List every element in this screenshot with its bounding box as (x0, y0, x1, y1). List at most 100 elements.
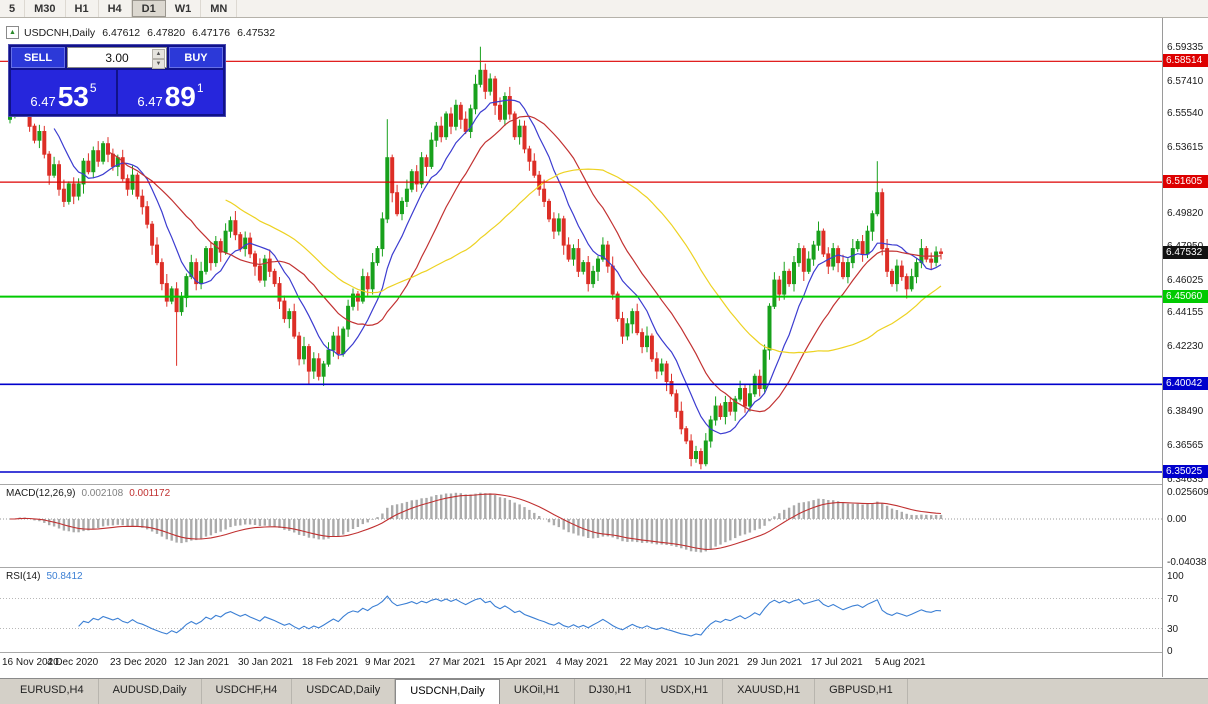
candle (522, 120, 527, 154)
candle (96, 141, 101, 167)
tab-usdchf-h4[interactable]: USDCHF,H4 (202, 679, 293, 704)
candle (792, 256, 796, 292)
date-label: 27 Mar 2021 (429, 657, 486, 668)
timeframe-h4[interactable]: H4 (99, 0, 132, 17)
sell-price-display[interactable]: 6.47 53 5 (11, 70, 116, 114)
candle (796, 243, 801, 267)
candle (694, 445, 698, 463)
candle (747, 384, 752, 412)
candle (654, 352, 659, 379)
timeframe-h1[interactable]: H1 (66, 0, 99, 17)
candle (355, 291, 360, 311)
level-price-flag[interactable]: 6.45060 (1163, 290, 1208, 303)
candle (306, 343, 311, 385)
spin-up-icon[interactable]: ▲ (152, 49, 165, 59)
candle (924, 246, 929, 263)
candle (909, 268, 914, 292)
candle (502, 92, 507, 126)
date-label: 29 Jun 2021 (747, 657, 803, 668)
candle (404, 179, 409, 207)
candle (140, 189, 145, 215)
candle (703, 433, 708, 467)
candle (57, 160, 61, 196)
tab-audusd-daily[interactable]: AUDUSD,Daily (99, 679, 202, 704)
candle (870, 210, 875, 241)
sell-price-big: 53 (57, 81, 89, 113)
tab-usdcnh-daily[interactable]: USDCNH,Daily (395, 679, 500, 704)
buy-price-sup: 1 (196, 81, 204, 95)
tab-usdcad-daily[interactable]: USDCAD,Daily (292, 679, 396, 704)
level-price-flag[interactable]: 6.35025 (1163, 465, 1208, 478)
timeframe-5[interactable]: 5 (0, 0, 26, 17)
ma-line-45 (225, 168, 942, 354)
candle (576, 239, 581, 277)
spin-down-icon[interactable]: ▼ (152, 59, 165, 69)
date-label: 4 Dec 2020 (47, 657, 99, 668)
tab-xauusd-h1[interactable]: XAUUSD,H1 (723, 679, 816, 704)
tab-eurusd-h4[interactable]: EURUSD,H4 (6, 679, 99, 704)
price-grid-label: 6.38490 (1167, 406, 1204, 417)
candle (52, 156, 57, 178)
panel-divider[interactable] (0, 567, 1208, 568)
candle (826, 247, 831, 274)
candle (478, 46, 483, 88)
candle (155, 237, 159, 266)
candle (591, 265, 596, 288)
candle (434, 122, 439, 147)
date-label: 23 Dec 2020 (110, 657, 167, 668)
candle (272, 268, 277, 287)
candle (429, 132, 434, 170)
candle (664, 360, 669, 392)
candle (635, 303, 640, 336)
candle (223, 223, 228, 255)
candle (836, 245, 841, 273)
candle (32, 123, 37, 144)
candle (360, 268, 365, 304)
candle (645, 326, 649, 353)
candle (640, 328, 645, 354)
candle (439, 116, 444, 143)
candle (257, 258, 262, 283)
date-label: 18 Feb 2021 (302, 657, 359, 668)
candle (66, 181, 71, 205)
level-price-flag[interactable]: 6.58514 (1163, 54, 1208, 67)
price-grid-label: 6.53615 (1167, 142, 1204, 153)
candle (743, 384, 747, 413)
tab-ukoil-h1[interactable]: UKOil,H1 (500, 679, 575, 704)
rsi-name: RSI(14) (6, 571, 41, 582)
panel-divider[interactable] (0, 484, 1208, 485)
candle (659, 358, 664, 376)
timeframe-w1[interactable]: W1 (166, 0, 202, 17)
candle (586, 256, 591, 292)
candle (488, 73, 493, 96)
candle (262, 254, 267, 287)
tab-gbpusd-h1[interactable]: GBPUSD,H1 (815, 679, 908, 704)
tab-usdx-h1[interactable]: USDX,H1 (646, 679, 724, 704)
candle (390, 154, 395, 203)
price-grid-label: 6.34635 (1167, 474, 1204, 485)
buy-price-display[interactable]: 6.47 89 1 (118, 70, 223, 114)
sell-button[interactable]: SELL (11, 47, 65, 68)
level-price-flag[interactable]: 6.51605 (1163, 175, 1208, 188)
buy-button[interactable]: BUY (169, 47, 223, 68)
candle (385, 119, 390, 224)
candle (890, 268, 894, 287)
candle (248, 232, 253, 259)
rsi-label: RSI(14) 50.8412 (6, 571, 83, 582)
tab-dj30-h1[interactable]: DJ30,H1 (575, 679, 647, 704)
candle (571, 244, 576, 266)
date-label: 12 Jan 2021 (174, 657, 230, 668)
candle (630, 308, 635, 334)
candle (106, 137, 110, 163)
timeframe-d1[interactable]: D1 (131, 0, 166, 17)
candle (507, 86, 512, 120)
timeframe-m30[interactable]: M30 (25, 0, 66, 17)
ma-line-10 (53, 99, 942, 435)
timeframe-mn[interactable]: MN (201, 0, 238, 17)
level-price-flag[interactable]: 6.40042 (1163, 377, 1208, 390)
candle (875, 161, 880, 217)
candle (424, 154, 429, 177)
sell-price-sup: 5 (89, 81, 97, 95)
volume-input[interactable]: 3.00 ▲ ▼ (67, 47, 167, 69)
